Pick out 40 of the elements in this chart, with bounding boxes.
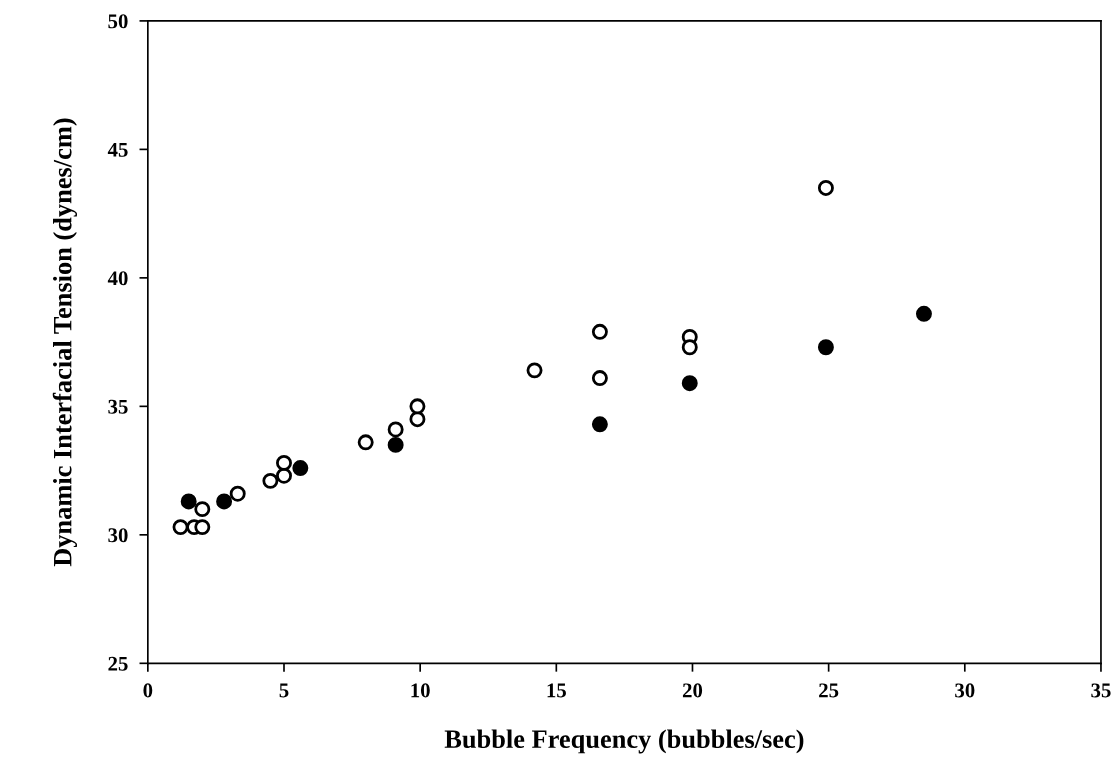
point [681,339,698,356]
point [292,460,309,476]
y-tick-label: 45 [107,142,128,157]
point [180,493,197,510]
point [276,454,292,471]
point [681,375,698,392]
x-tick-label: 0 [143,683,153,698]
point [357,434,374,451]
x-tick-label: 15 [547,683,566,698]
x-tick-label: 35 [1091,683,1111,698]
point [194,519,211,536]
y-axis-title: Dynamic Interfacial Tension (dynes/cm) [52,118,78,567]
x-tick-label: 10 [411,683,430,698]
point [591,323,608,340]
x-tick-label: 20 [682,683,703,698]
point [216,493,233,510]
point [817,179,834,196]
point [409,411,426,428]
x-tick-label: 25 [819,683,839,698]
point [262,472,279,489]
x-tick-label: 30 [955,683,975,698]
y-tick-label: 35 [108,399,128,414]
point [172,519,189,536]
x-axis-title: Bubble Frequency (bubbles/sec) [444,729,804,754]
y-tick-label: 25 [108,656,128,671]
point [229,485,246,502]
point [817,339,834,356]
y-tick-label: 30 [108,528,128,543]
point [409,398,426,415]
x-tick-label: 5 [279,683,289,698]
y-tick-label: 40 [107,271,128,286]
point [526,362,543,379]
point [276,467,292,484]
point [915,305,932,322]
point [591,416,608,433]
point [387,436,404,453]
point [591,370,608,387]
point [387,421,404,438]
y-tick-label: 50 [108,14,128,29]
point [194,501,211,518]
